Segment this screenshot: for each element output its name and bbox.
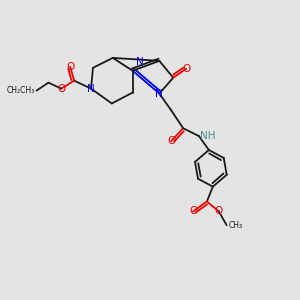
Text: O: O: [215, 206, 223, 216]
Text: O: O: [189, 206, 197, 216]
Text: N: N: [87, 84, 95, 94]
Text: O: O: [57, 84, 65, 94]
Text: CH₃: CH₃: [229, 221, 243, 230]
Text: O: O: [182, 64, 190, 74]
Text: NH: NH: [200, 131, 215, 141]
Text: CH₂CH₃: CH₂CH₃: [6, 86, 34, 95]
Text: N: N: [136, 57, 143, 67]
Text: O: O: [167, 136, 176, 146]
Text: N: N: [155, 88, 163, 98]
Text: O: O: [66, 62, 74, 72]
